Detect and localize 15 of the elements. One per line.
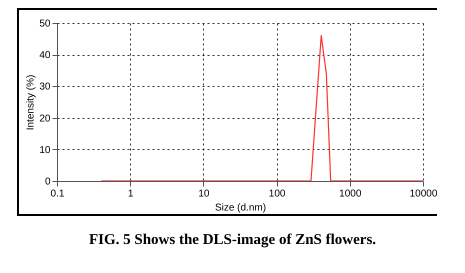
y-tick-label: 40	[39, 50, 51, 62]
x-tick-label: 100	[268, 188, 286, 200]
y-tick-label: 10	[39, 144, 51, 156]
y-tick-label: 50	[39, 18, 51, 30]
caption: FIG. 5 Shows the DLS-image of ZnS flowers.	[88, 232, 378, 249]
x-tick-label: 10	[198, 188, 210, 200]
x-axis-title: Size (d.nm)	[214, 202, 266, 214]
x-tick-label: 10000	[410, 188, 438, 200]
x-tick-label: 1	[128, 188, 134, 200]
x-tick-label: 1000	[339, 188, 362, 200]
y-tick-label: 0	[44, 176, 51, 188]
y-tick-label: 30	[39, 82, 51, 93]
y-axis-title: Intensity (%)	[25, 74, 36, 130]
y-tick-label: 20	[39, 113, 51, 124]
x-tick-label: 0.1	[50, 188, 65, 200]
